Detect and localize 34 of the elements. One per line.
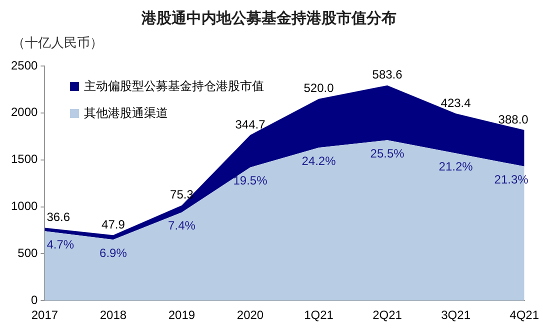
data-label: 520.0: [304, 81, 334, 96]
x-tick-label: 2019: [168, 308, 196, 322]
annotation: 4.7%: [46, 237, 74, 252]
annotation: 25.5%: [370, 146, 405, 160]
annotation: 19.5%: [233, 174, 268, 188]
y-tick-label: 1500: [10, 152, 38, 166]
x-tick-label: 2017: [31, 308, 58, 322]
x-tick-label: 4Q21: [510, 308, 540, 322]
y-tick-label: 500: [18, 246, 38, 260]
x-tick-label: 2Q21: [372, 308, 402, 322]
y-tick-label: 0: [31, 292, 38, 307]
chart-title: 港股通中内地公募基金持港股市值分布: [140, 9, 396, 28]
data-label: 583.6: [372, 68, 403, 82]
x-tick-label: 1Q21: [304, 308, 334, 322]
y-axis-title: （十亿人民币）: [12, 34, 103, 52]
x-tick-label: 3Q21: [441, 308, 471, 322]
data-label: 344.7: [235, 117, 266, 132]
y-tick-label: 2500: [10, 58, 38, 72]
annotation: 6.9%: [100, 246, 128, 260]
data-label: 75.3: [170, 188, 194, 202]
x-tick-label: 2020: [236, 308, 264, 322]
legend-label: 主动偏股型公募基金持仓港股市值: [84, 78, 264, 95]
annotation: 21.3%: [494, 172, 529, 187]
annotation: 21.2%: [438, 160, 474, 174]
y-tick-label: 2000: [10, 105, 38, 120]
data-label: 388.0: [498, 112, 529, 126]
data-label: 423.4: [440, 96, 472, 110]
legend-label: 其他港股通渠道: [84, 105, 168, 122]
data-label: 47.9: [102, 217, 126, 232]
y-tick-label: 1000: [10, 199, 38, 214]
x-tick-label: 2018: [100, 308, 127, 322]
annotation: 7.4%: [168, 218, 196, 233]
annotation: 24.2%: [302, 154, 336, 168]
data-label: 36.6: [46, 210, 70, 224]
